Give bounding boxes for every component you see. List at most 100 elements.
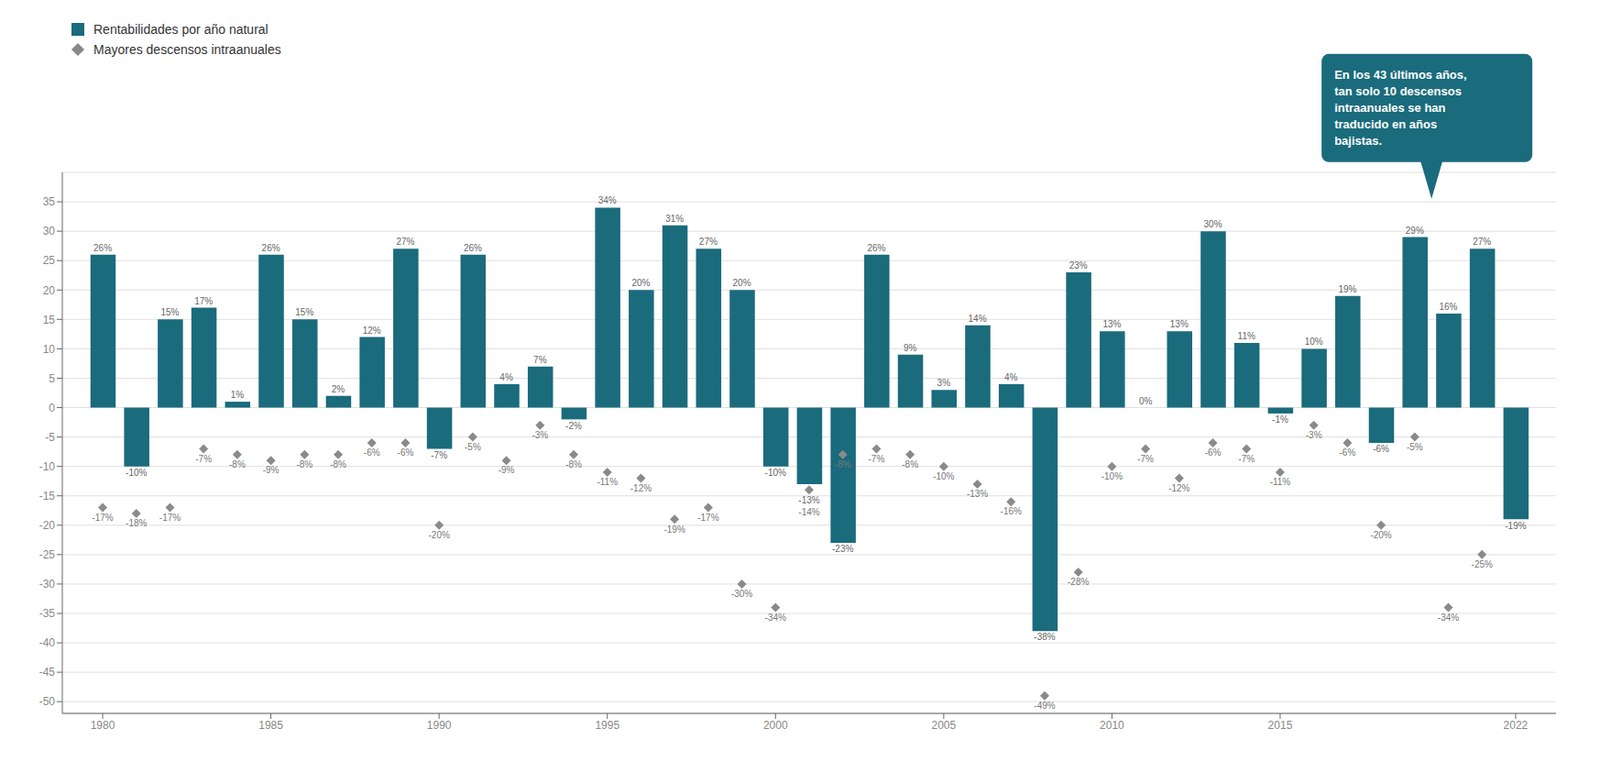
svg-text:-5%: -5% [464, 441, 482, 452]
svg-text:31%: 31% [665, 213, 684, 224]
svg-text:-6%: -6% [1338, 447, 1356, 458]
svg-text:29%: 29% [1405, 225, 1425, 236]
svg-text:2005: 2005 [931, 718, 956, 732]
svg-text:5: 5 [48, 372, 55, 385]
svg-text:-7%: -7% [195, 453, 212, 464]
svg-text:-9%: -9% [263, 464, 280, 475]
svg-text:-6%: -6% [397, 447, 415, 458]
svg-text:-8%: -8% [834, 459, 852, 470]
svg-text:-35: -35 [39, 606, 56, 620]
svg-text:-19%: -19% [663, 524, 685, 535]
svg-text:-13%: -13% [966, 488, 988, 499]
svg-text:-8%: -8% [565, 459, 582, 470]
svg-text:2%: 2% [331, 383, 346, 395]
svg-text:17%: 17% [194, 295, 213, 307]
svg-text:-50: -50 [39, 694, 56, 708]
svg-text:-34%: -34% [765, 612, 787, 623]
svg-text:27%: 27% [395, 236, 415, 247]
svg-text:26%: 26% [463, 242, 483, 253]
svg-text:11%: 11% [1238, 330, 1256, 341]
svg-text:16%: 16% [1439, 301, 1458, 312]
svg-text:15%: 15% [295, 306, 314, 318]
svg-text:4%: 4% [1004, 372, 1019, 383]
svg-text:-3%: -3% [1305, 429, 1323, 440]
svg-text:20: 20 [43, 284, 56, 297]
svg-text:14%: 14% [968, 313, 987, 324]
svg-text:10%: 10% [1304, 336, 1324, 347]
svg-text:-5: -5 [44, 430, 55, 444]
svg-text:9%: 9% [903, 342, 918, 353]
svg-text:30%: 30% [1204, 219, 1223, 230]
svg-text:-20: -20 [39, 518, 56, 532]
svg-text:-6%: -6% [1205, 447, 1222, 458]
svg-text:3%: 3% [937, 377, 952, 388]
svg-text:-49%: -49% [1033, 700, 1055, 711]
svg-text:-10%: -10% [1101, 471, 1123, 482]
svg-text:1985: 1985 [258, 718, 284, 732]
svg-text:-40: -40 [39, 635, 56, 649]
svg-text:2015: 2015 [1268, 718, 1294, 732]
svg-text:4%: 4% [499, 372, 514, 383]
svg-text:2022: 2022 [1503, 718, 1529, 732]
svg-text:-8%: -8% [901, 459, 919, 470]
svg-text:1980: 1980 [90, 718, 116, 732]
svg-text:-7%: -7% [868, 453, 886, 464]
svg-text:35: 35 [43, 195, 56, 209]
svg-text:-30%: -30% [731, 588, 753, 599]
svg-text:-17%: -17% [697, 512, 719, 523]
svg-text:-17%: -17% [159, 512, 181, 523]
svg-text:-11%: -11% [1270, 476, 1292, 487]
svg-text:-1%: -1% [1271, 414, 1289, 425]
svg-text:-16%: -16% [1000, 505, 1022, 516]
svg-text:26%: 26% [262, 242, 281, 253]
svg-text:-12%: -12% [1168, 482, 1190, 494]
svg-text:-20%: -20% [427, 529, 450, 540]
svg-text:-10%: -10% [932, 471, 954, 482]
svg-text:20%: 20% [733, 277, 752, 288]
svg-text:-5%: -5% [1406, 441, 1424, 452]
svg-text:-19%: -19% [1504, 520, 1526, 531]
svg-text:-38%: -38% [1033, 631, 1055, 642]
svg-text:-17%: -17% [91, 512, 113, 523]
svg-text:23%: 23% [1069, 260, 1088, 271]
svg-text:-28%: -28% [1067, 576, 1089, 587]
svg-text:15: 15 [43, 313, 56, 327]
svg-text:-25%: -25% [1471, 558, 1493, 570]
svg-text:En los 43 últimos años,tan sol: En los 43 últimos años,tan solo 10 desce… [1334, 67, 1467, 148]
svg-text:-2%: -2% [565, 420, 582, 431]
svg-text:-8%: -8% [329, 459, 347, 470]
svg-text:-15: -15 [39, 489, 56, 503]
svg-text:-11%: -11% [596, 476, 618, 487]
svg-text:27%: 27% [699, 236, 718, 247]
svg-text:2010: 2010 [1099, 718, 1125, 732]
svg-text:7%: 7% [533, 354, 548, 365]
svg-text:-10%: -10% [765, 467, 787, 478]
svg-text:-3%: -3% [531, 429, 548, 440]
svg-text:19%: 19% [1337, 284, 1357, 295]
svg-text:-20%: -20% [1369, 529, 1392, 540]
svg-text:0%: 0% [1139, 395, 1153, 406]
svg-text:1990: 1990 [427, 718, 452, 732]
svg-text:27%: 27% [1472, 236, 1491, 247]
svg-text:25: 25 [43, 253, 56, 267]
svg-text:20%: 20% [631, 277, 650, 288]
svg-text:12%: 12% [362, 325, 382, 336]
svg-text:-30: -30 [39, 577, 56, 591]
svg-text:-6%: -6% [363, 447, 381, 458]
svg-text:-18%: -18% [125, 517, 147, 528]
svg-text:-14%: -14% [798, 506, 820, 517]
svg-text:13%: 13% [1102, 318, 1121, 329]
svg-text:-6%: -6% [1372, 443, 1390, 454]
svg-text:1995: 1995 [594, 718, 620, 732]
svg-text:-34%: -34% [1437, 612, 1459, 623]
svg-text:2000: 2000 [763, 718, 789, 732]
svg-text:10: 10 [43, 342, 56, 356]
svg-text:26%: 26% [93, 242, 112, 253]
svg-text:-10: -10 [39, 460, 56, 473]
svg-text:-25: -25 [39, 547, 56, 561]
svg-text:-7%: -7% [1137, 453, 1154, 464]
svg-text:-8%: -8% [229, 459, 246, 470]
svg-text:34%: 34% [598, 195, 617, 206]
svg-text:-9%: -9% [498, 464, 516, 475]
svg-text:-12%: -12% [630, 482, 652, 494]
